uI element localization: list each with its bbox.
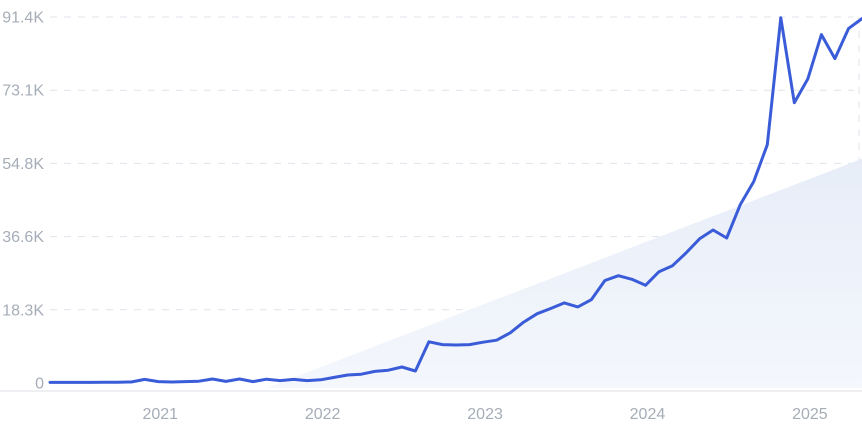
y-axis-tick: 91.4K <box>2 10 44 27</box>
x-axis-tick: 2022 <box>305 406 341 423</box>
x-axis-tick: 2021 <box>142 406 178 423</box>
trend-area-fill <box>266 158 862 388</box>
y-axis-tick: 73.1K <box>2 83 44 100</box>
series-line <box>48 16 862 384</box>
x-axis-tick: 2025 <box>792 406 828 423</box>
x-axis-tick-labels: 2021 2022 2023 2024 2025 <box>142 406 827 423</box>
y-axis-tick: 0 <box>35 376 44 393</box>
y-axis-tick-labels: 91.4K 73.1K 54.8K 36.6K 18.3K 0 <box>2 10 44 393</box>
y-axis-tick: 54.8K <box>2 156 44 173</box>
y-axis-tick: 18.3K <box>2 302 44 319</box>
x-axis-tick: 2024 <box>630 406 666 423</box>
y-axis-tick: 36.6K <box>2 229 44 246</box>
x-axis-tick: 2023 <box>467 406 503 423</box>
